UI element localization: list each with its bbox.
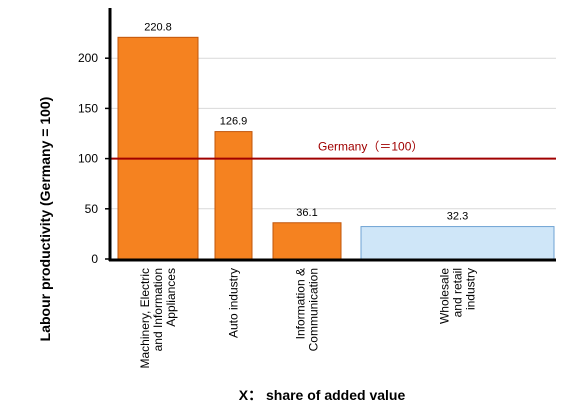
category-labels: Machinery, Electric and Information Applia… (138, 268, 478, 369)
y-tick-label: 50 (85, 202, 99, 216)
data-label: 126.9 (220, 116, 248, 128)
category-label: Wholesale (438, 268, 452, 324)
data-label: 36.1 (296, 207, 317, 219)
x-axis-title: X： share of added value (239, 387, 406, 403)
y-axis-title: Labour productivity (Germany = 100) (37, 97, 53, 342)
category-label: Communication (307, 268, 321, 351)
category-label: Auto industry (227, 268, 241, 338)
category-label: and retail (451, 268, 465, 317)
category-label: and Information (151, 268, 165, 351)
data-label: 32.3 (447, 211, 468, 223)
axes (105, 8, 556, 262)
category-label: industry (464, 268, 478, 310)
data-label: 220.8 (144, 21, 172, 33)
y-tick-labels: 0 50 100 150 200 (78, 51, 98, 266)
category-label: Appliances (164, 268, 178, 327)
bar (272, 222, 342, 260)
bar (360, 226, 555, 260)
bar (117, 36, 199, 260)
data-labels: 220.8 126.9 36.1 32.3 (144, 21, 468, 222)
category-label: Machinery, Electric (138, 268, 152, 368)
y-tick-label: 100 (78, 152, 98, 166)
y-tick-label: 150 (78, 101, 98, 115)
reference-line-label: Germany（＝100） (318, 140, 423, 154)
reference-line-group: Germany（＝100） (110, 140, 556, 160)
y-tick-label: 0 (91, 252, 98, 266)
y-tick-label: 200 (78, 51, 98, 65)
category-label: Information & (294, 268, 308, 339)
bar (214, 131, 253, 260)
